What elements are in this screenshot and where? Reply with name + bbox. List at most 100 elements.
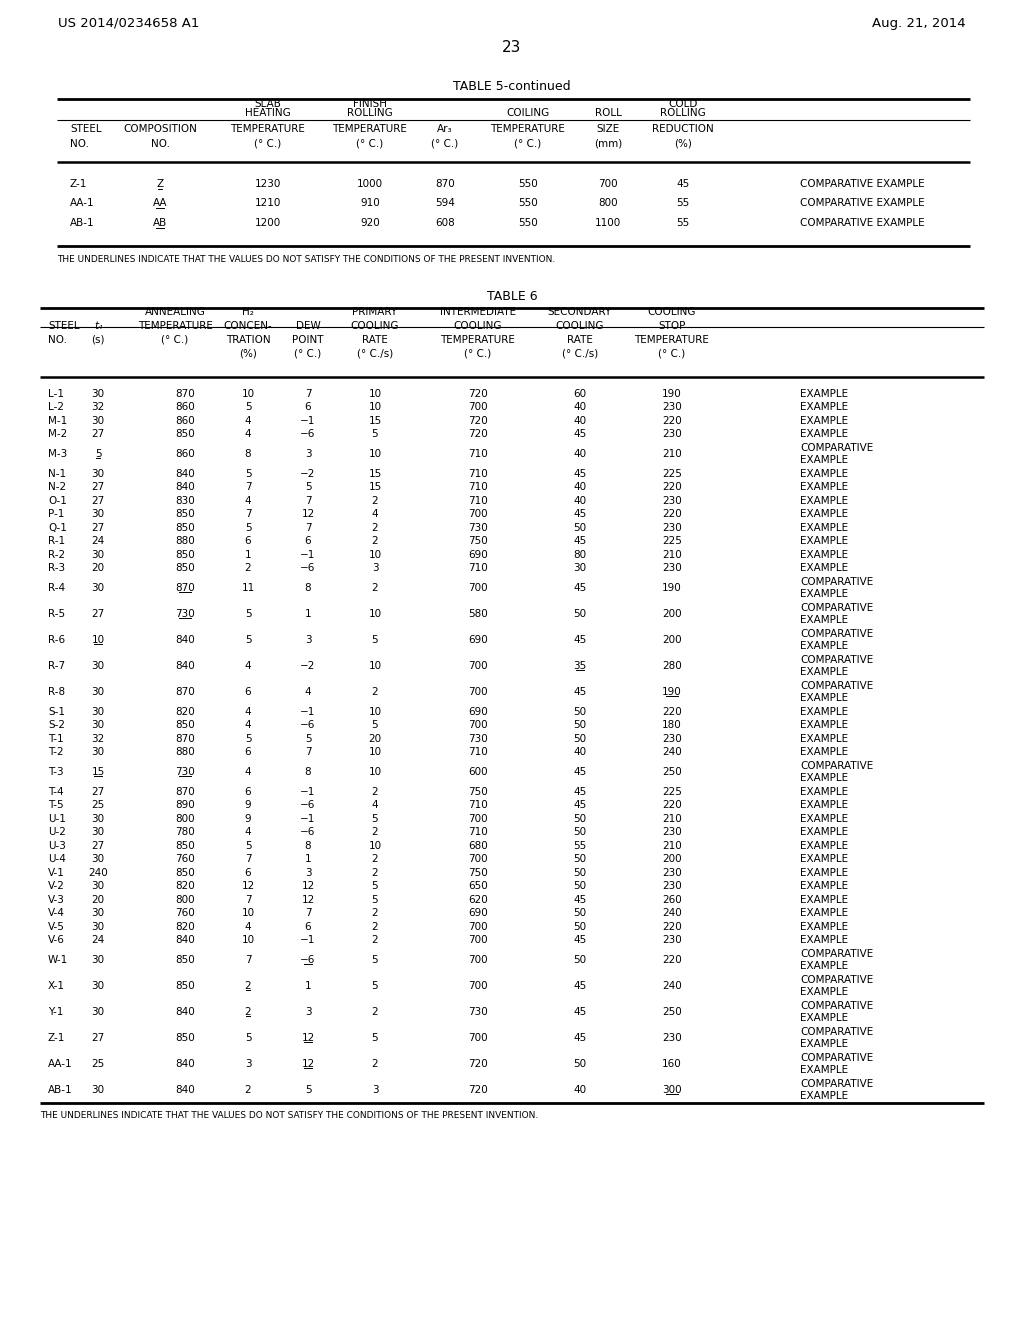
Text: 550: 550 bbox=[518, 180, 538, 189]
Text: 5: 5 bbox=[245, 523, 251, 533]
Text: O-1: O-1 bbox=[48, 496, 67, 506]
Text: 10: 10 bbox=[369, 403, 382, 412]
Text: 220: 220 bbox=[663, 706, 682, 717]
Text: (s): (s) bbox=[91, 335, 104, 345]
Text: 12: 12 bbox=[301, 510, 314, 519]
Text: EXAMPLE: EXAMPLE bbox=[800, 496, 848, 506]
Text: 870: 870 bbox=[435, 180, 455, 189]
Text: V-3: V-3 bbox=[48, 895, 65, 904]
Text: EXAMPLE: EXAMPLE bbox=[800, 895, 848, 904]
Text: 30: 30 bbox=[91, 747, 104, 758]
Text: 20: 20 bbox=[369, 734, 382, 743]
Text: M-3: M-3 bbox=[48, 449, 68, 459]
Text: 60: 60 bbox=[573, 389, 587, 399]
Text: 580: 580 bbox=[468, 609, 487, 619]
Text: EXAMPLE: EXAMPLE bbox=[800, 615, 848, 624]
Text: US 2014/0234658 A1: US 2014/0234658 A1 bbox=[58, 16, 200, 29]
Text: 10: 10 bbox=[369, 747, 382, 758]
Text: 40: 40 bbox=[573, 1085, 587, 1096]
Text: 1100: 1100 bbox=[595, 218, 622, 228]
Text: X-1: X-1 bbox=[48, 981, 65, 991]
Text: EXAMPLE: EXAMPLE bbox=[800, 882, 848, 891]
Text: 190: 190 bbox=[663, 583, 682, 593]
Text: 240: 240 bbox=[663, 908, 682, 919]
Text: 25: 25 bbox=[91, 1059, 104, 1069]
Text: 710: 710 bbox=[468, 800, 487, 810]
Text: 870: 870 bbox=[175, 583, 195, 593]
Text: 850: 850 bbox=[175, 721, 195, 730]
Text: 5: 5 bbox=[94, 449, 101, 459]
Text: COOLING: COOLING bbox=[648, 308, 696, 317]
Text: 45: 45 bbox=[573, 936, 587, 945]
Text: 25: 25 bbox=[91, 800, 104, 810]
Text: 2: 2 bbox=[372, 536, 378, 546]
Text: 9: 9 bbox=[245, 800, 251, 810]
Text: 4: 4 bbox=[372, 510, 378, 519]
Text: EXAMPLE: EXAMPLE bbox=[800, 536, 848, 546]
Text: −2: −2 bbox=[300, 469, 315, 479]
Text: 50: 50 bbox=[573, 882, 587, 891]
Text: 840: 840 bbox=[175, 936, 195, 945]
Text: 27: 27 bbox=[91, 496, 104, 506]
Text: 10: 10 bbox=[242, 936, 255, 945]
Text: FINISH: FINISH bbox=[353, 99, 387, 110]
Text: 190: 190 bbox=[663, 686, 682, 697]
Text: 50: 50 bbox=[573, 954, 587, 965]
Text: 2: 2 bbox=[372, 787, 378, 797]
Text: 225: 225 bbox=[663, 787, 682, 797]
Text: 5: 5 bbox=[372, 954, 378, 965]
Text: SLAB: SLAB bbox=[255, 99, 282, 110]
Text: 27: 27 bbox=[91, 609, 104, 619]
Text: 840: 840 bbox=[175, 469, 195, 479]
Text: 800: 800 bbox=[598, 198, 617, 209]
Text: 250: 250 bbox=[663, 767, 682, 777]
Text: 230: 230 bbox=[663, 936, 682, 945]
Text: T-3: T-3 bbox=[48, 767, 63, 777]
Text: 2: 2 bbox=[372, 908, 378, 919]
Text: 27: 27 bbox=[91, 523, 104, 533]
Text: 8: 8 bbox=[305, 841, 311, 851]
Text: T-2: T-2 bbox=[48, 747, 63, 758]
Text: 700: 700 bbox=[468, 981, 487, 991]
Text: 5: 5 bbox=[372, 635, 378, 645]
Text: −1: −1 bbox=[300, 787, 315, 797]
Text: 7: 7 bbox=[245, 482, 251, 492]
Text: 40: 40 bbox=[573, 482, 587, 492]
Text: 30: 30 bbox=[91, 389, 104, 399]
Text: 690: 690 bbox=[468, 908, 487, 919]
Text: EXAMPLE: EXAMPLE bbox=[800, 389, 848, 399]
Text: 27: 27 bbox=[91, 841, 104, 851]
Text: 210: 210 bbox=[663, 549, 682, 560]
Text: 910: 910 bbox=[360, 198, 380, 209]
Text: 30: 30 bbox=[91, 706, 104, 717]
Text: 6: 6 bbox=[245, 686, 251, 697]
Text: (° C.): (° C.) bbox=[162, 335, 188, 345]
Text: 15: 15 bbox=[369, 469, 382, 479]
Text: 220: 220 bbox=[663, 510, 682, 519]
Text: 45: 45 bbox=[573, 981, 587, 991]
Text: 15: 15 bbox=[91, 767, 104, 777]
Text: 30: 30 bbox=[91, 921, 104, 932]
Text: 2: 2 bbox=[245, 564, 251, 573]
Text: 880: 880 bbox=[175, 536, 195, 546]
Text: 710: 710 bbox=[468, 469, 487, 479]
Text: EXAMPLE: EXAMPLE bbox=[800, 589, 848, 599]
Text: −1: −1 bbox=[300, 706, 315, 717]
Text: 6: 6 bbox=[245, 787, 251, 797]
Text: TEMPERATURE: TEMPERATURE bbox=[230, 124, 305, 135]
Text: TABLE 6: TABLE 6 bbox=[486, 289, 538, 302]
Text: 250: 250 bbox=[663, 1007, 682, 1016]
Text: R-6: R-6 bbox=[48, 635, 66, 645]
Text: 8: 8 bbox=[245, 449, 251, 459]
Text: 180: 180 bbox=[663, 721, 682, 730]
Text: 4: 4 bbox=[245, 496, 251, 506]
Text: 7: 7 bbox=[305, 747, 311, 758]
Text: 4: 4 bbox=[245, 721, 251, 730]
Text: 700: 700 bbox=[468, 921, 487, 932]
Text: 860: 860 bbox=[175, 449, 195, 459]
Text: EXAMPLE: EXAMPLE bbox=[800, 429, 848, 440]
Text: COMPARATIVE: COMPARATIVE bbox=[800, 630, 873, 639]
Text: 12: 12 bbox=[301, 882, 314, 891]
Text: 50: 50 bbox=[573, 854, 587, 865]
Text: 820: 820 bbox=[175, 882, 195, 891]
